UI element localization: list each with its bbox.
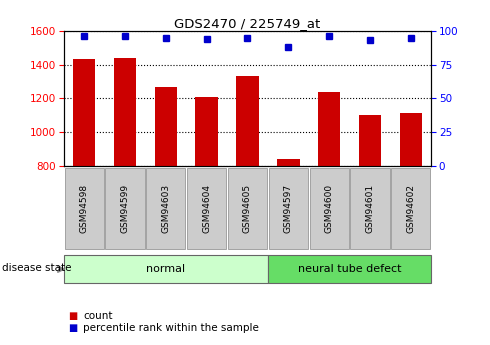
Bar (391, 168, 430, 249)
Bar (350, 168, 390, 249)
Text: GSM94602: GSM94602 (406, 184, 416, 233)
Bar (196, 98, 218, 166)
Bar (268, 255, 431, 283)
Text: GSM94601: GSM94601 (366, 184, 374, 233)
Text: count: count (83, 311, 113, 321)
Text: GSM94600: GSM94600 (324, 184, 334, 233)
Text: GSM94603: GSM94603 (161, 184, 171, 233)
Text: normal: normal (146, 264, 185, 274)
Bar (236, 76, 259, 166)
Bar (399, 112, 422, 166)
Bar (64, 255, 268, 283)
Bar (114, 58, 136, 166)
Bar (277, 159, 299, 166)
Bar (73, 59, 96, 166)
Bar (65, 168, 104, 249)
Bar (187, 168, 226, 249)
Bar (228, 168, 267, 249)
Text: neural tube defect: neural tube defect (298, 264, 401, 274)
Text: GSM94598: GSM94598 (79, 184, 89, 233)
Bar (154, 87, 177, 166)
Bar (318, 92, 341, 166)
Bar (105, 168, 145, 249)
Bar (269, 168, 308, 249)
Text: GSM94597: GSM94597 (284, 184, 293, 233)
Text: ■: ■ (69, 323, 78, 333)
Text: GSM94605: GSM94605 (243, 184, 252, 233)
Text: GSM94599: GSM94599 (121, 184, 129, 233)
Text: disease state: disease state (2, 264, 72, 273)
Text: ■: ■ (69, 311, 78, 321)
Text: percentile rank within the sample: percentile rank within the sample (83, 323, 259, 333)
Text: GSM94604: GSM94604 (202, 184, 211, 233)
Bar (359, 115, 381, 166)
Bar (146, 168, 185, 249)
Bar (310, 168, 349, 249)
Title: GDS2470 / 225749_at: GDS2470 / 225749_at (174, 17, 320, 30)
